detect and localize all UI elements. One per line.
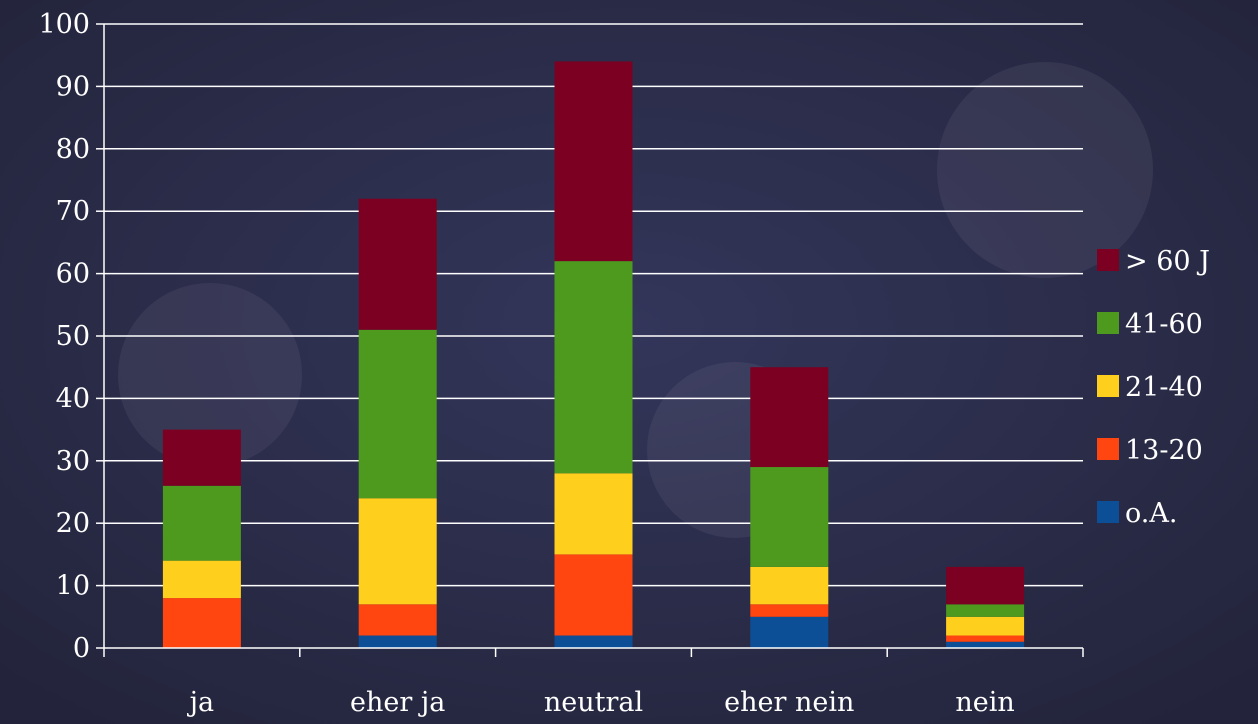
x-axis-category-labels: ja eher ja neutral eher nein nein [187, 687, 1015, 718]
x-category-label-0: ja [187, 687, 214, 718]
legend-label-0: > 60 J [1125, 246, 1210, 277]
bar-3-21-40 [750, 566, 829, 605]
bar-3-o-A- [750, 616, 829, 648]
y-tick-label-100: 100 [38, 9, 90, 40]
bar-4--60-J [946, 566, 1025, 605]
bar-0-21-40 [162, 560, 241, 599]
bar-2-21-40 [554, 473, 633, 555]
y-axis-tick-labels: 0 10 20 30 40 50 60 70 80 90 100 [38, 9, 90, 664]
y-tick-label-40: 40 [56, 383, 90, 414]
y-tick-label-20: 20 [56, 508, 90, 539]
bar-2--60-J [554, 61, 633, 262]
y-tick-label-80: 80 [56, 134, 90, 165]
bar-0-13-20 [162, 598, 241, 648]
y-tick-label-50: 50 [56, 321, 90, 352]
x-category-label-4: nein [955, 687, 1014, 718]
bar-3-13-20 [750, 604, 829, 617]
x-category-label-2: neutral [544, 687, 643, 718]
bar-4-o-A- [946, 641, 1025, 648]
x-category-label-1: eher ja [350, 687, 445, 718]
bars [162, 61, 1025, 648]
legend-label-3: 13-20 [1125, 435, 1203, 466]
legend-swatch-1 [1097, 312, 1119, 334]
bar-2-13-20 [554, 554, 633, 636]
bar-1-13-20 [358, 604, 437, 636]
axes [103, 24, 1084, 657]
bar-4-41-60 [946, 604, 1025, 617]
legend-label-2: 21-40 [1125, 372, 1203, 403]
legend-label-4: o.A. [1125, 498, 1177, 529]
bar-4-13-20 [946, 635, 1025, 642]
bar-1-21-40 [358, 498, 437, 605]
bar-1--60-J [358, 198, 437, 330]
legend-swatch-0 [1097, 249, 1119, 271]
y-tick-label-10: 10 [56, 571, 90, 602]
x-category-label-3: eher nein [724, 687, 854, 718]
legend-swatch-3 [1097, 438, 1119, 460]
y-tick-label-90: 90 [56, 71, 90, 102]
bar-4-21-40 [946, 616, 1025, 636]
legend-label-1: 41-60 [1125, 309, 1203, 340]
legend-swatch-2 [1097, 375, 1119, 397]
bar-0--60-J [162, 429, 241, 486]
y-tick-label-0: 0 [73, 633, 90, 664]
bar-3-41-60 [750, 467, 829, 567]
bar-2-41-60 [554, 261, 633, 474]
y-tick-label-60: 60 [56, 259, 90, 290]
y-tick-label-70: 70 [56, 196, 90, 227]
legend: > 60 J 41-60 21-40 13-20 o.A. [1097, 246, 1210, 529]
legend-swatch-4 [1097, 501, 1119, 523]
bar-1-41-60 [358, 329, 437, 499]
bar-3--60-J [750, 367, 829, 468]
bar-0-41-60 [162, 485, 241, 561]
bar-1-o-A- [358, 635, 437, 648]
y-tick-label-30: 30 [56, 446, 90, 477]
bar-2-o-A- [554, 635, 633, 648]
